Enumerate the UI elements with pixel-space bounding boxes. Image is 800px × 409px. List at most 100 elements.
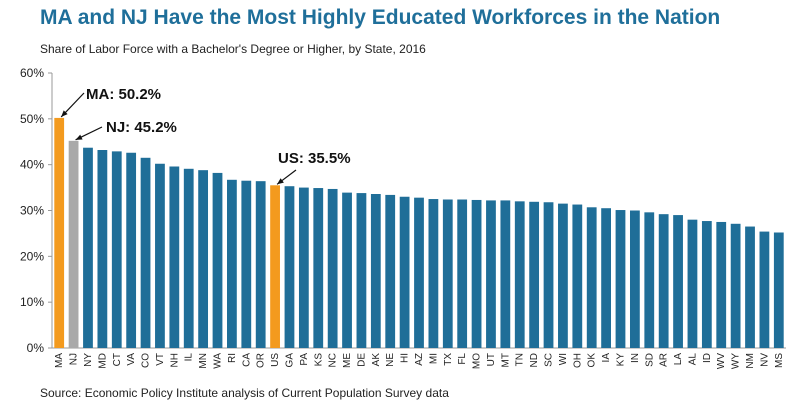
bar-md bbox=[97, 150, 108, 348]
x-tick-label: NJ bbox=[69, 353, 80, 365]
x-tick-label: LA bbox=[673, 353, 684, 366]
x-tick-label: CO bbox=[141, 353, 152, 368]
x-tick-label: ND bbox=[529, 353, 540, 367]
bar-sd bbox=[644, 212, 655, 348]
x-tick-label: VA bbox=[126, 353, 137, 366]
bar-ga bbox=[284, 186, 295, 348]
bars bbox=[54, 117, 784, 349]
x-tick-label: OH bbox=[572, 353, 583, 368]
bar-de bbox=[356, 193, 367, 348]
bar-in bbox=[629, 210, 640, 348]
x-tick-label: PA bbox=[299, 353, 310, 366]
y-tick-label: 50% bbox=[20, 112, 44, 126]
bar-tx bbox=[442, 199, 453, 348]
bar-pa bbox=[298, 187, 309, 348]
bar-nj bbox=[68, 140, 79, 348]
bar-wy bbox=[730, 223, 741, 348]
x-tick-label: CT bbox=[112, 353, 123, 366]
x-tick-label: TN bbox=[515, 353, 526, 366]
x-tick-label: MI bbox=[428, 353, 439, 364]
bar-ok bbox=[586, 207, 597, 348]
x-tick-label: SC bbox=[544, 353, 555, 367]
annotation-arrowhead bbox=[61, 110, 68, 117]
x-tick-label: TX bbox=[443, 353, 454, 366]
bar-il bbox=[183, 168, 194, 348]
x-tick-label: IA bbox=[601, 353, 612, 363]
x-tick-label: US bbox=[270, 353, 281, 367]
x-tick-label: SD bbox=[644, 353, 655, 367]
y-tick-label: 0% bbox=[27, 341, 45, 355]
x-tick-label: NE bbox=[385, 353, 396, 367]
bar-ky bbox=[615, 210, 626, 348]
bar-la bbox=[673, 215, 683, 348]
x-tick-label: KY bbox=[615, 353, 626, 367]
x-tick-label: GA bbox=[284, 353, 295, 368]
x-tick-label: MN bbox=[198, 353, 209, 369]
x-tick-label: UT bbox=[486, 353, 497, 366]
annotation-label-nj: NJ: 45.2% bbox=[106, 119, 177, 136]
annotations: MA: 50.2% NJ: 45.2% US: 35.5% bbox=[60, 86, 351, 185]
annotation-label-ma: MA: 50.2% bbox=[86, 86, 161, 103]
x-tick-label: RI bbox=[227, 353, 238, 363]
bar-nv bbox=[759, 231, 770, 348]
bar-ne bbox=[385, 194, 396, 348]
x-tick-label: NY bbox=[83, 353, 94, 367]
x-tick-label: HI bbox=[400, 353, 411, 363]
x-tick-label: AK bbox=[371, 353, 382, 367]
x-tick-label: MS bbox=[774, 353, 785, 368]
bar-tn bbox=[514, 201, 525, 348]
bar-ny bbox=[83, 147, 93, 348]
x-tick-label: CA bbox=[241, 353, 252, 367]
x-tick-label: NH bbox=[169, 353, 180, 367]
bar-wa bbox=[212, 172, 223, 348]
x-tick-label: OR bbox=[256, 353, 267, 368]
bar-ms bbox=[773, 232, 784, 348]
bar-ri bbox=[227, 179, 237, 348]
bar-wi bbox=[558, 203, 568, 348]
bar-ar bbox=[658, 214, 669, 348]
bar-id bbox=[701, 221, 712, 348]
annotation-arrowhead bbox=[277, 178, 284, 185]
y-tick-label: 10% bbox=[20, 295, 44, 309]
bar-oh bbox=[572, 204, 583, 348]
bar-az bbox=[414, 197, 424, 348]
bar-fl bbox=[457, 199, 468, 348]
x-tick-label: IL bbox=[184, 353, 195, 362]
x-tick-label: AR bbox=[659, 353, 670, 367]
bar-ct bbox=[111, 151, 122, 348]
x-tick-label: AZ bbox=[414, 353, 425, 366]
x-tick-label: DE bbox=[356, 353, 367, 367]
chart-title: MA and NJ Have the Most Highly Educated … bbox=[40, 6, 721, 29]
x-tick-label: WI bbox=[558, 353, 569, 365]
bar-al bbox=[687, 219, 698, 348]
bar-mo bbox=[471, 199, 482, 348]
x-tick-label: MT bbox=[500, 353, 511, 367]
bar-vt bbox=[155, 163, 165, 348]
y-tick-label: 20% bbox=[20, 249, 44, 263]
x-tick-label: MA bbox=[54, 353, 65, 368]
annotation-arrowhead bbox=[75, 134, 83, 140]
bar-ma bbox=[54, 117, 65, 349]
x-tick-label: FL bbox=[457, 353, 468, 365]
x-tick-label: ID bbox=[702, 353, 713, 363]
x-tick-label: MO bbox=[472, 353, 483, 369]
x-tick-label: NV bbox=[759, 353, 770, 367]
bar-or bbox=[255, 181, 266, 348]
x-tick-label: KS bbox=[313, 353, 324, 367]
x-tick-label: NC bbox=[328, 353, 339, 367]
y-tick-label: 60% bbox=[20, 66, 44, 80]
bar-ut bbox=[486, 200, 496, 348]
x-tick-label: NM bbox=[745, 353, 756, 369]
bar-nh bbox=[169, 166, 180, 348]
bar-mi bbox=[428, 199, 439, 348]
bar-wv bbox=[716, 221, 727, 348]
bar-va bbox=[126, 152, 137, 348]
bar-nc bbox=[327, 188, 338, 348]
x-tick-label: AL bbox=[687, 353, 698, 366]
y-tick-label: 40% bbox=[20, 158, 44, 172]
annotation-label-us: US: 35.5% bbox=[278, 150, 351, 167]
bar-hi bbox=[399, 196, 410, 348]
y-tick-label: 30% bbox=[20, 204, 44, 218]
bar-ia bbox=[601, 208, 611, 348]
